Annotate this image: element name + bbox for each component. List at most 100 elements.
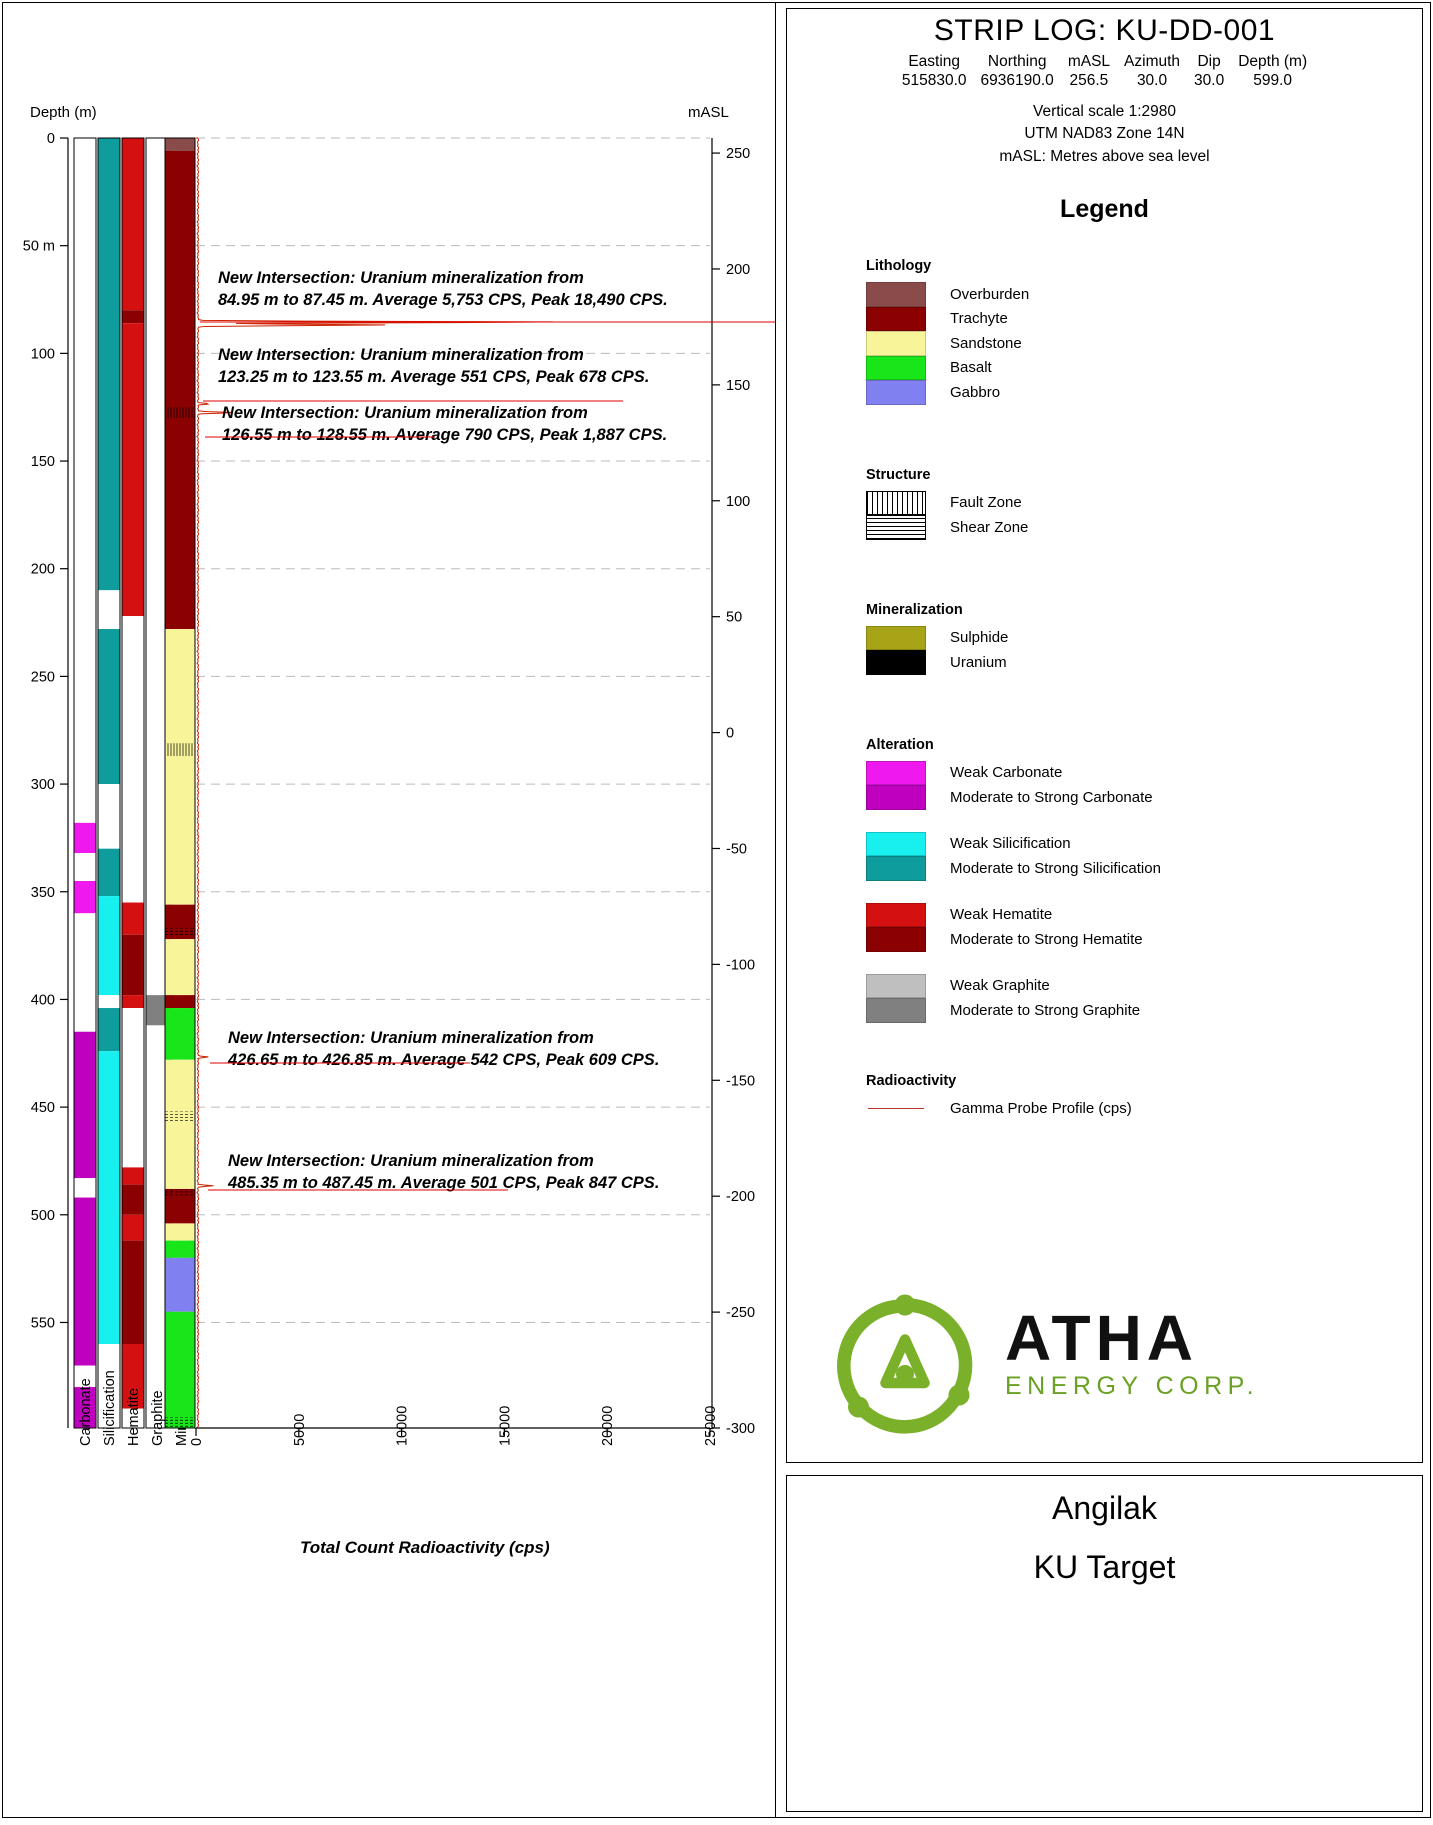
structure-overlay [165, 743, 193, 757]
legend-item-label: Weak Hematite [950, 906, 1053, 924]
legend-color-swatch [866, 380, 926, 405]
legend-color-swatch [866, 856, 926, 881]
legend-item-label: Basalt [950, 359, 992, 377]
legend-group-mineralization: Mineralization Sulphide Uranium [866, 602, 1386, 733]
track-segment [122, 1240, 144, 1345]
legend-group-heading: Radioactivity [866, 1072, 957, 1089]
legend-item[interactable]: Weak Silicification [866, 831, 1386, 856]
track-segment [74, 913, 96, 1032]
panel-divider [775, 2, 776, 1818]
annotation-line2: 426.65 m to 426.85 m. Average 542 CPS, P… [227, 1051, 659, 1069]
masl-tick-label: 50 [726, 610, 742, 626]
legend-item-label: Gabbro [950, 383, 1001, 401]
gamma-line-swatch-icon [866, 1097, 926, 1122]
masl-tick-label: -250 [726, 1305, 755, 1321]
depth-tick-label: 500 [31, 1208, 55, 1224]
track-segment [98, 1344, 120, 1428]
annotation-line1: New Intersection: Uranium mineralization… [228, 1029, 594, 1047]
depth-tick-label: 0 [47, 131, 55, 147]
track-outline [73, 137, 97, 1429]
x-tick-label: 0 [189, 1438, 205, 1446]
legend-item[interactable]: Uranium [866, 650, 1386, 675]
masl-tick-label: -100 [726, 957, 755, 973]
annotation-line1: New Intersection: Uranium mineralization… [218, 269, 584, 287]
track-segment [98, 848, 120, 897]
depth-tick-label: 400 [31, 992, 55, 1008]
lithology-outline [164, 137, 196, 1429]
track-segment [98, 995, 120, 1009]
lithology-segment [165, 1059, 195, 1189]
logo-wordmark: ATHA [1005, 1302, 1198, 1374]
lithology-segment [165, 1311, 195, 1428]
utm-zone-text: UTM NAD83 Zone 14N [1024, 125, 1185, 143]
track-segment [74, 852, 96, 881]
legend-group-alteration: Alteration Weak Carbonate Moderate to Stro… [866, 737, 1386, 1069]
vertical-scale-text: Vertical scale 1:2980 [1032, 102, 1177, 120]
legend-item[interactable]: Shear Zone [866, 515, 1386, 540]
lithology-segment [165, 1008, 195, 1060]
track-segment [122, 934, 144, 996]
masl-axis-caption: mASL [688, 104, 729, 121]
legend-item[interactable]: Weak Hematite [866, 902, 1386, 927]
track-segment [98, 896, 120, 996]
legend-item[interactable]: Weak Graphite [866, 973, 1386, 998]
track-segment [122, 995, 144, 1009]
legend-item-label: Fault Zone [950, 494, 1022, 512]
legend-item[interactable]: Sulphide [866, 625, 1386, 650]
legend-group-spacer [866, 1023, 1386, 1069]
masl-tick-label: 150 [726, 378, 750, 394]
collar-value-row: 515830.0 6936190.0 256.5 30.0 30.0 599.0 [895, 71, 1314, 90]
legend-item[interactable]: Moderate to Strong Hematite [866, 927, 1386, 952]
track-segment [122, 1344, 144, 1409]
legend-item-label: Trachyte [950, 310, 1008, 328]
shear-zone-pattern-icon [866, 515, 926, 540]
track-segment [122, 1167, 144, 1185]
legend-item-label: Moderate to Strong Hematite [950, 930, 1143, 948]
track-segment [122, 1184, 144, 1215]
legend-item[interactable]: Moderate to Strong Carbonate [866, 785, 1386, 810]
legend-group-heading: Mineralization [866, 601, 963, 618]
track-label-graphite: Graphite [150, 1390, 166, 1446]
depth-tick-label: 150 [31, 454, 55, 470]
legend-item-label: Shear Zone [950, 518, 1029, 536]
legend-item[interactable]: Gamma Probe Profile (cps) [866, 1097, 1386, 1122]
track-segment [98, 590, 120, 630]
depth-tick-label: 300 [31, 777, 55, 793]
legend-item-label: Weak Graphite [950, 977, 1050, 995]
legend-group-heading: Alteration [866, 736, 934, 753]
track-segment [122, 138, 144, 311]
collar-val-4: 30.0 [1194, 72, 1225, 90]
depth-tick-label: 50 m [23, 239, 55, 255]
legend-group-radioactivity: Radioactivity Gamma Probe Profile (cps) [866, 1073, 1386, 1168]
annotation-3: New Intersection: Uranium mineralization… [227, 1029, 659, 1069]
legend-item[interactable]: Overburden [866, 282, 1386, 307]
track-segment [122, 323, 144, 617]
track-segment [74, 1197, 96, 1366]
annotation-line1: New Intersection: Uranium mineralization… [222, 404, 588, 422]
collar-col-1: Northing [987, 53, 1047, 70]
legend-item[interactable]: Sandstone [866, 331, 1386, 356]
footer-panel-border [786, 1475, 1423, 1812]
project-name: Angilak [1052, 1490, 1157, 1526]
legend-item[interactable]: Moderate to Strong Graphite [866, 998, 1386, 1023]
track-outline [121, 137, 145, 1429]
header-subtext: Vertical scale 1:2980 UTM NAD83 Zone 14N… [786, 101, 1423, 168]
track-segment [146, 995, 168, 1026]
legend-item[interactable]: Weak Carbonate [866, 760, 1386, 785]
track-segment [98, 1008, 120, 1052]
legend-color-swatch [866, 973, 926, 998]
legend-item[interactable]: Moderate to Strong Silicification [866, 856, 1386, 881]
masl-tick-label: 100 [726, 494, 750, 510]
legend-item[interactable]: Trachyte [866, 306, 1386, 331]
legend-item[interactable]: Basalt [866, 355, 1386, 380]
legend-item-label: Sandstone [950, 334, 1022, 352]
chart-canvas: 050 m10015020025030035040045050055025020… [23, 131, 785, 1557]
legend-color-swatch [866, 282, 926, 307]
legend-group-structure: Structure Fault Zone Shear Zone [866, 467, 1386, 598]
masl-tick-label: 250 [726, 146, 750, 162]
logo-tagline: ENERGY CORP. [1005, 1371, 1260, 1400]
legend-item[interactable]: Fault Zone [866, 490, 1386, 515]
legend-item[interactable]: Gabbro [866, 380, 1386, 405]
collar-val-0: 515830.0 [901, 72, 967, 90]
collar-val-2: 256.5 [1069, 72, 1109, 90]
